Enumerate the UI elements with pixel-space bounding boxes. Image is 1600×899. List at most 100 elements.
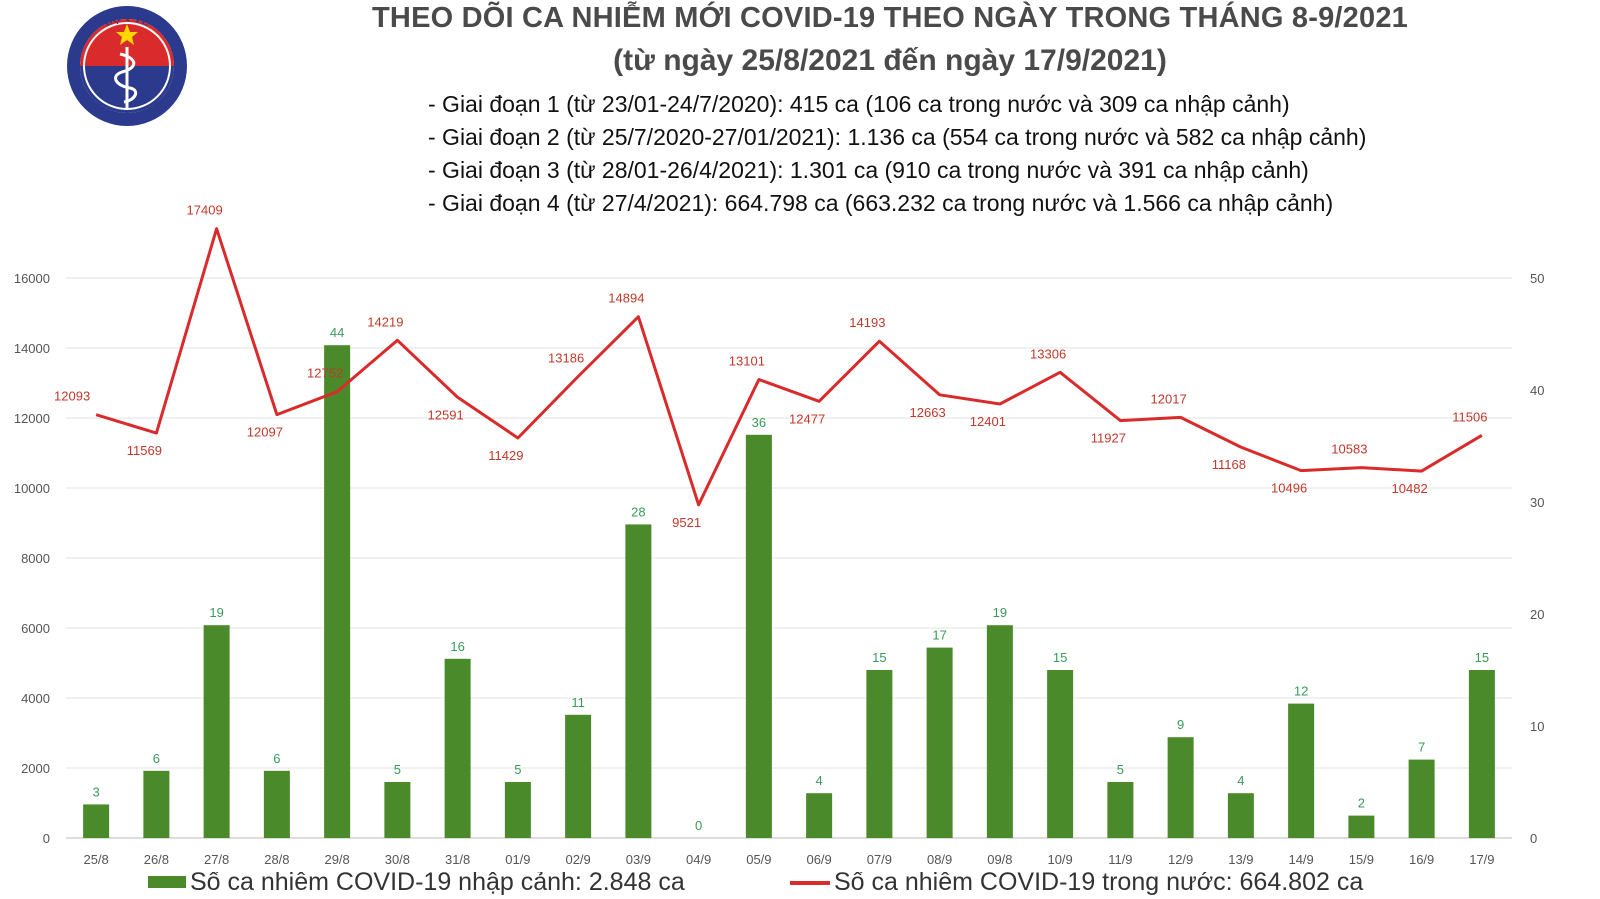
x-tick-label: 25/8 bbox=[83, 852, 108, 867]
y-left-tick-label: 8000 bbox=[21, 551, 50, 566]
y-left-tick-label: 14000 bbox=[14, 341, 50, 356]
y-left-tick-label: 16000 bbox=[14, 271, 50, 286]
line-data-label: 12663 bbox=[910, 405, 946, 420]
bar-imported bbox=[745, 434, 772, 838]
x-tick-label: 02/9 bbox=[565, 852, 590, 867]
line-data-label: 12477 bbox=[789, 411, 825, 426]
line-data-label: 12017 bbox=[1151, 391, 1187, 406]
phase-note-4: - Giai đoạn 4 (từ 27/4/2021): 664.798 ca… bbox=[428, 190, 1334, 216]
legend-domestic-label: Số ca nhiễm COVID-19 trong nước: 664.802… bbox=[834, 872, 1364, 896]
x-tick-label: 07/9 bbox=[867, 852, 892, 867]
bar-data-label: 4 bbox=[1237, 773, 1244, 788]
bar-data-label: 6 bbox=[273, 751, 280, 766]
line-data-label: 14219 bbox=[367, 314, 403, 329]
x-tick-label: 26/8 bbox=[144, 852, 169, 867]
bar-data-label: 4 bbox=[816, 773, 823, 788]
bar-imported bbox=[565, 714, 592, 838]
bar-imported bbox=[1227, 793, 1254, 838]
phase-note-1: - Giai đoạn 1 (từ 23/01-24/7/2020): 415 … bbox=[428, 91, 1290, 117]
line-data-label: 12093 bbox=[54, 389, 90, 404]
line-data-label: 12591 bbox=[428, 407, 464, 422]
bar-imported bbox=[1047, 670, 1074, 838]
x-tick-label: 08/9 bbox=[927, 852, 952, 867]
bar-data-label: 5 bbox=[394, 762, 401, 777]
line-data-label: 10482 bbox=[1392, 481, 1428, 496]
bar-imported bbox=[83, 804, 110, 838]
legend-imported-label: Số ca nhiễm COVID-19 nhập cảnh: 2.848 ca bbox=[190, 872, 685, 896]
page-title: THEO DÕI CA NHIỄM MỚI COVID-19 THEO NGÀY… bbox=[372, 2, 1408, 34]
bar-data-label: 19 bbox=[209, 605, 223, 620]
line-data-label: 17409 bbox=[187, 203, 223, 218]
y-left-tick-label: 4000 bbox=[21, 691, 50, 706]
bar-data-label: 17 bbox=[932, 628, 946, 643]
phase-notes: - Giai đoạn 1 (từ 23/01-24/7/2020): 415 … bbox=[428, 88, 1366, 220]
bar-imported bbox=[1288, 703, 1315, 838]
bar-imported bbox=[1408, 759, 1435, 838]
bar-imported bbox=[444, 658, 471, 838]
bar-imported bbox=[1348, 815, 1375, 838]
bar-data-label: 2 bbox=[1358, 796, 1365, 811]
x-tick-label: 17/9 bbox=[1469, 852, 1494, 867]
x-tick-label: 15/9 bbox=[1349, 852, 1374, 867]
bar-imported bbox=[203, 625, 230, 838]
x-tick-label: 30/8 bbox=[385, 852, 410, 867]
page-subtitle: (từ ngày 25/8/2021 đến ngày 17/9/2021) bbox=[613, 44, 1167, 77]
y-left-tick-label: 12000 bbox=[14, 411, 50, 426]
x-tick-label: 03/9 bbox=[626, 852, 651, 867]
line-data-label: 14193 bbox=[849, 315, 885, 330]
line-data-label: 11168 bbox=[1212, 457, 1246, 472]
line-data-label: 14894 bbox=[608, 291, 644, 306]
line-data-label: 11506 bbox=[1452, 409, 1487, 424]
y-left-tick-label: 2000 bbox=[21, 761, 50, 776]
bar-imported bbox=[1107, 782, 1134, 838]
line-domestic bbox=[95, 227, 1483, 507]
bar-data-label: 36 bbox=[752, 415, 766, 430]
y-left-tick-label: 6000 bbox=[21, 621, 50, 636]
x-tick-label: 12/9 bbox=[1168, 852, 1193, 867]
y-left-tick-label: 10000 bbox=[14, 481, 50, 496]
line-data-label: 13306 bbox=[1030, 346, 1066, 361]
bar-data-label: 5 bbox=[514, 762, 521, 777]
x-tick-label: 31/8 bbox=[445, 852, 470, 867]
bar-data-label: 7 bbox=[1418, 740, 1425, 755]
bar-data-label: 28 bbox=[631, 504, 645, 519]
bar-data-label: 5 bbox=[1117, 762, 1124, 777]
x-tick-label: 27/8 bbox=[204, 852, 229, 867]
x-tick-label: 14/9 bbox=[1288, 852, 1313, 867]
logo-top-text: BỘ Y TẾ bbox=[103, 11, 152, 28]
x-tick-label: 09/8 bbox=[987, 852, 1012, 867]
bar-imported bbox=[384, 782, 411, 838]
bar-imported bbox=[866, 670, 893, 838]
bar-data-label: 19 bbox=[993, 605, 1007, 620]
line-data-label: 11927 bbox=[1091, 431, 1126, 446]
legend-line-swatch bbox=[790, 881, 830, 885]
bar-data-label: 11 bbox=[571, 695, 585, 710]
bar-data-label: 15 bbox=[872, 650, 886, 665]
x-tick-label: 05/9 bbox=[746, 852, 771, 867]
chart-legend: Số ca nhiễm COVID-19 nhập cảnh: 2.848 ca… bbox=[0, 872, 1600, 899]
bar-data-label: 0 bbox=[695, 818, 702, 833]
line-data-label: 11569 bbox=[127, 443, 162, 458]
x-tick-label: 28/8 bbox=[264, 852, 289, 867]
x-tick-label: 29/8 bbox=[324, 852, 349, 867]
y-right-tick-label: 50 bbox=[1530, 271, 1544, 286]
legend-item-imported: Số ca nhiễm COVID-19 nhập cảnh: 2.848 ca bbox=[148, 872, 685, 897]
bar-data-label: 15 bbox=[1053, 650, 1067, 665]
ministry-of-health-logo: BỘ Y TẾ MINISTRY OF HEALTH bbox=[67, 6, 187, 126]
bar-imported bbox=[1167, 737, 1194, 838]
bar-imported bbox=[143, 770, 170, 838]
bar-imported bbox=[625, 524, 652, 838]
line-data-label: 13186 bbox=[548, 350, 584, 365]
bar-data-label: 6 bbox=[153, 751, 160, 766]
legend-bar-swatch bbox=[148, 876, 186, 888]
bar-data-label: 9 bbox=[1177, 717, 1184, 732]
bar-imported bbox=[806, 793, 833, 838]
bar-imported bbox=[986, 625, 1013, 838]
line-data-label: 9521 bbox=[672, 515, 701, 530]
line-data-label: 12401 bbox=[970, 414, 1006, 429]
legend-item-domestic: Số ca nhiễm COVID-19 trong nước: 664.802… bbox=[790, 872, 1363, 897]
bar-data-label: 12 bbox=[1294, 684, 1308, 699]
x-tick-label: 06/9 bbox=[806, 852, 831, 867]
bar-imported bbox=[263, 770, 290, 838]
